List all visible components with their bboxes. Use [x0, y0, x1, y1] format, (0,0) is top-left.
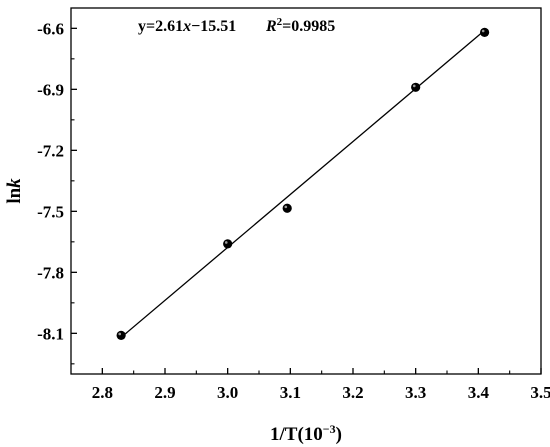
data-point-highlight-2 [284, 205, 288, 209]
y-tick-label-2: -7.5 [37, 202, 64, 221]
y-tick-label-3: -7.2 [37, 141, 64, 160]
fit-line [120, 29, 486, 338]
x-tick-label-5: 3.3 [405, 383, 426, 402]
x-tick-label-7: 3.5 [530, 383, 550, 402]
y-axis-ticks: -8.1 -7.8 -7.5 -7.2 -6.9 -6.6 [37, 19, 77, 365]
data-point-1 [223, 239, 233, 249]
plot-frame [70, 7, 542, 375]
data-point-highlight-4 [481, 29, 485, 33]
y-tick-label-1: -7.8 [37, 263, 64, 282]
data-point-highlight-0 [118, 332, 122, 336]
y-tick-label-5: -6.6 [37, 19, 64, 38]
r-squared: R2=0.9985 [265, 16, 335, 35]
data-point-2 [282, 203, 292, 213]
x-tick-label-3: 3.1 [280, 383, 301, 402]
data-point-4 [480, 27, 490, 37]
data-point-highlight-3 [412, 84, 416, 88]
x-tick-label-4: 3.2 [342, 383, 363, 402]
x-tick-label-6: 3.4 [468, 383, 490, 402]
data-point-0 [116, 330, 126, 340]
x-axis-title: 1/T(10−3) [270, 422, 342, 445]
y-tick-label-0: -8.1 [37, 324, 64, 343]
y-tick-label-4: -6.9 [37, 80, 64, 99]
x-tick-label-1: 2.9 [154, 383, 175, 402]
data-points [116, 27, 490, 340]
y-axis-title: lnk [4, 178, 25, 204]
x-tick-label-0: 2.8 [92, 383, 113, 402]
data-point-3 [411, 82, 421, 92]
fit-equation: y=2.61x−15.51 [138, 18, 236, 35]
x-axis-ticks: 2.8 2.9 3.0 3.1 3.2 3.3 3.4 3.5 [92, 368, 550, 402]
data-point-highlight-1 [224, 241, 228, 244]
x-tick-label-2: 3.0 [217, 383, 238, 402]
